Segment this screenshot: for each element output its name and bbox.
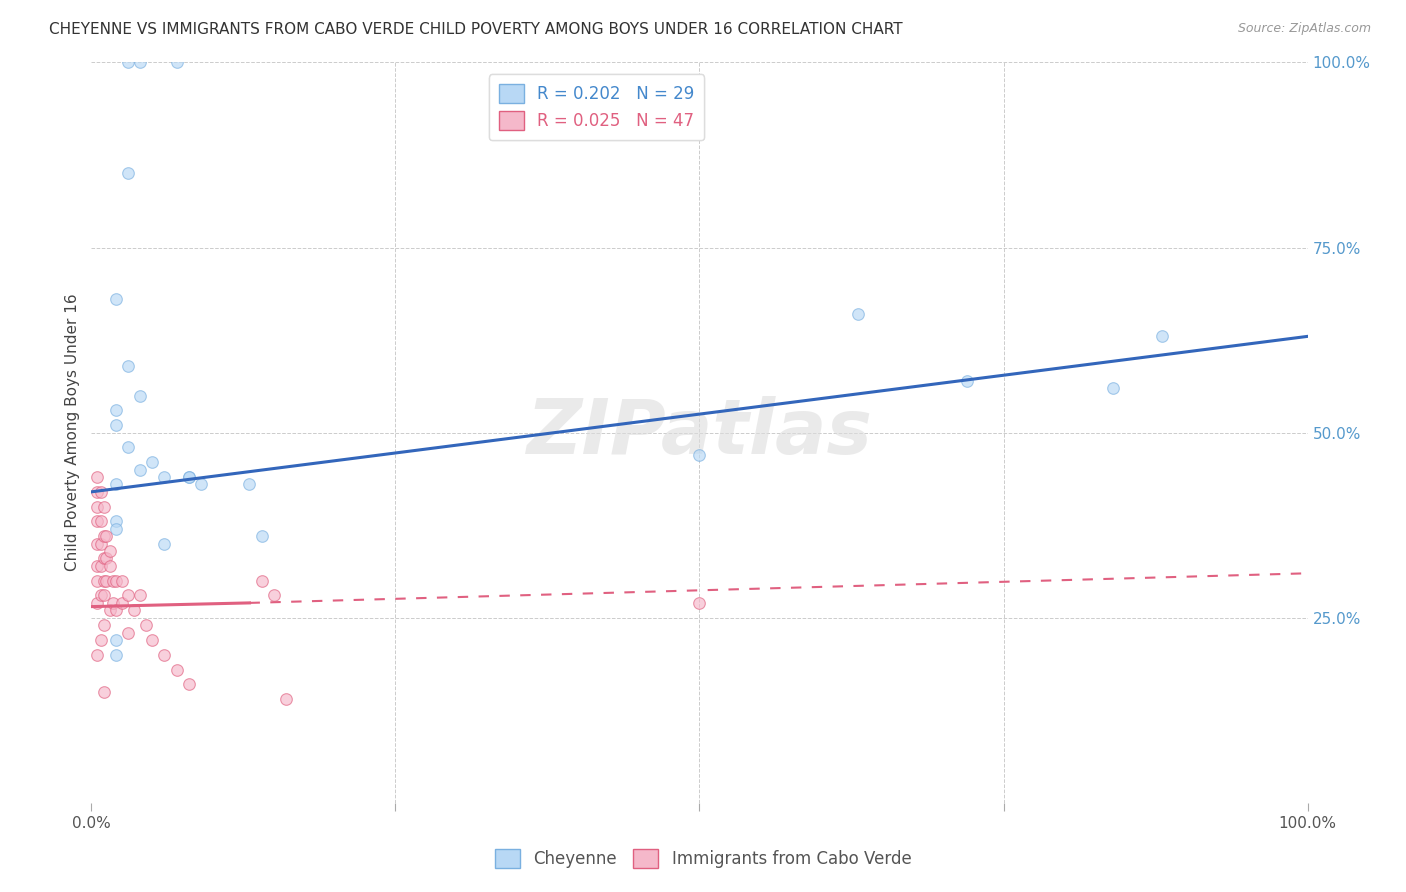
Point <box>956 374 979 388</box>
Point <box>98 558 121 573</box>
Point <box>90 632 112 647</box>
Point <box>117 625 139 640</box>
Point <box>104 477 127 491</box>
Point <box>103 574 125 588</box>
Point <box>86 470 108 484</box>
Point <box>104 574 127 588</box>
Point <box>93 589 115 603</box>
Point <box>141 455 163 469</box>
Point <box>90 589 112 603</box>
Legend: Cheyenne, Immigrants from Cabo Verde: Cheyenne, Immigrants from Cabo Verde <box>488 843 918 875</box>
Point <box>94 574 117 588</box>
Point <box>86 558 108 573</box>
Point <box>117 359 139 373</box>
Point <box>104 632 127 647</box>
Point <box>93 685 115 699</box>
Point <box>111 574 134 588</box>
Point <box>86 515 108 529</box>
Point <box>104 648 127 662</box>
Point <box>94 529 117 543</box>
Point <box>104 403 127 417</box>
Point <box>846 307 869 321</box>
Point <box>117 589 139 603</box>
Point <box>104 293 127 307</box>
Point <box>93 618 115 632</box>
Point <box>86 648 108 662</box>
Point <box>90 484 112 499</box>
Point <box>190 477 212 491</box>
Point <box>1150 329 1173 343</box>
Point <box>250 574 273 588</box>
Point <box>153 537 176 551</box>
Point <box>94 551 117 566</box>
Point <box>117 167 139 181</box>
Point <box>250 529 273 543</box>
Point <box>129 389 152 403</box>
Point <box>688 596 710 610</box>
Point <box>1102 381 1125 395</box>
Y-axis label: Child Poverty Among Boys Under 16: Child Poverty Among Boys Under 16 <box>65 293 80 572</box>
Point <box>86 596 108 610</box>
Point <box>98 603 121 617</box>
Point <box>153 648 176 662</box>
Point <box>129 55 152 70</box>
Point <box>122 603 145 617</box>
Point <box>93 574 115 588</box>
Point <box>166 55 188 70</box>
Point <box>166 663 188 677</box>
Point <box>104 418 127 433</box>
Point <box>103 596 125 610</box>
Point <box>93 529 115 543</box>
Point <box>93 551 115 566</box>
Point <box>86 537 108 551</box>
Text: Source: ZipAtlas.com: Source: ZipAtlas.com <box>1237 22 1371 36</box>
Legend: R = 0.202   N = 29, R = 0.025   N = 47: R = 0.202 N = 29, R = 0.025 N = 47 <box>489 74 704 140</box>
Point <box>238 477 260 491</box>
Point <box>141 632 163 647</box>
Point <box>274 692 297 706</box>
Point <box>135 618 157 632</box>
Point <box>177 470 200 484</box>
Point <box>86 500 108 514</box>
Point <box>129 463 152 477</box>
Point <box>90 558 112 573</box>
Point <box>98 544 121 558</box>
Point <box>93 500 115 514</box>
Point <box>177 677 200 691</box>
Point <box>177 470 200 484</box>
Point <box>153 470 176 484</box>
Point <box>263 589 285 603</box>
Text: CHEYENNE VS IMMIGRANTS FROM CABO VERDE CHILD POVERTY AMONG BOYS UNDER 16 CORRELA: CHEYENNE VS IMMIGRANTS FROM CABO VERDE C… <box>49 22 903 37</box>
Text: ZIPatlas: ZIPatlas <box>526 396 873 469</box>
Point <box>86 574 108 588</box>
Point <box>104 603 127 617</box>
Point <box>688 448 710 462</box>
Point <box>104 522 127 536</box>
Point <box>111 596 134 610</box>
Point <box>86 484 108 499</box>
Point <box>90 515 112 529</box>
Point <box>117 441 139 455</box>
Point <box>117 55 139 70</box>
Point <box>104 515 127 529</box>
Point <box>129 589 152 603</box>
Point <box>90 537 112 551</box>
